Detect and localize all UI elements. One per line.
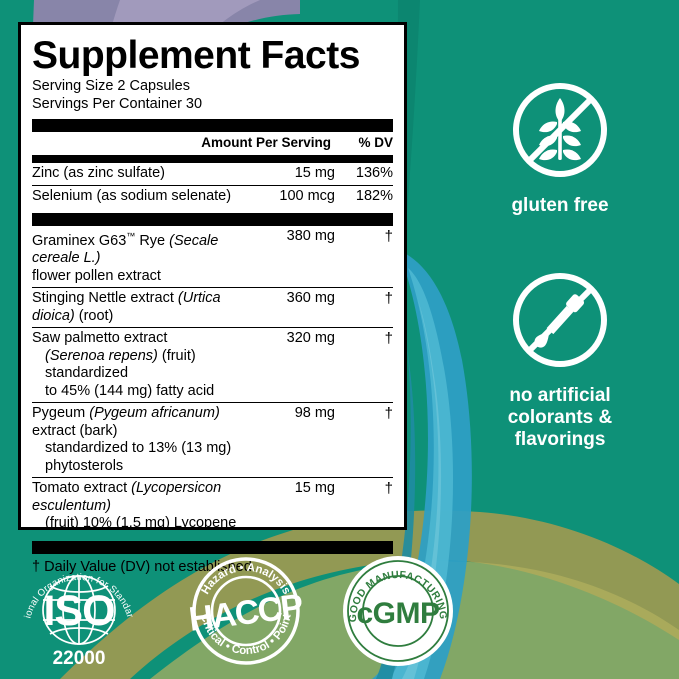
cgmp-inner-ring xyxy=(362,575,434,647)
no-wheat-icon xyxy=(513,83,607,177)
badge-gluten-free: gluten free xyxy=(455,78,665,217)
nutrient-name: Tomato extract (Lycopersicon esculentum)… xyxy=(32,480,237,532)
nutrient-amount: 100 mcg xyxy=(279,187,335,204)
table-row: Saw palmetto extract (Serenoa repens) (fr… xyxy=(32,328,393,402)
nutrient-name: Saw palmetto extract (Serenoa repens) (fr… xyxy=(32,330,215,399)
haccp-inner-ring xyxy=(210,575,282,647)
haccp-outer-ring xyxy=(192,557,300,665)
nutrient-name: Graminex G63™ Rye (Secale cereale L.) flo… xyxy=(32,231,219,284)
cgmp-disc xyxy=(343,556,453,666)
nutrient-name: Pygeum (Pygeum africanum) extract (bark)… xyxy=(32,405,232,474)
nutrient-amount: 15 mg xyxy=(294,165,335,181)
table-row: Zinc (as zinc sulfate) 15 mg 136% xyxy=(32,163,393,185)
table-row: Tomato extract (Lycopersicon esculentum)… xyxy=(32,478,393,535)
nutrient-amount: 320 mg xyxy=(286,330,335,347)
nutrient-daily-value: 182% xyxy=(355,187,393,204)
nutrient-name: Stinging Nettle extract (Urtica dioica) … xyxy=(32,290,221,324)
seal-haccp: Hazard • Analysis Critical • Control • P… xyxy=(187,557,305,665)
nutrient-rows-vitamins: Zinc (as zinc sulfate) 15 mg 136% Selenium … xyxy=(32,163,393,207)
nutrient-amount: 98 mg xyxy=(294,405,335,422)
row-divider xyxy=(32,184,393,186)
column-header-daily-value: % DV xyxy=(358,135,393,150)
nutrient-rows-botanicals: Graminex G63™ Rye (Secale cereale L.) flo… xyxy=(32,226,393,535)
globe-icon xyxy=(42,575,116,645)
badge-no-artificial-colorants: no artificial colorants & flavorings xyxy=(455,268,665,451)
nutrient-daily-value: † xyxy=(384,405,393,423)
table-row: Selenium (as sodium selenate) 100 mcg 182% xyxy=(32,186,393,208)
supplement-facts-panel: Supplement Facts Serving Size 2 Capsules… xyxy=(18,22,407,575)
rule-thick-top xyxy=(32,119,393,132)
serving-size: Serving Size 2 Capsules xyxy=(32,78,190,94)
table-column-headers: Amount Per Serving % DV xyxy=(32,132,393,153)
seal-iso-22000: International Organization for Standardi… xyxy=(14,548,135,669)
nutrient-daily-value: † xyxy=(384,480,393,498)
seal-iso-sub-text: 22000 xyxy=(53,648,106,669)
table-row: Graminex G63™ Rye (Secale cereale L.) flo… xyxy=(32,226,393,287)
table-row: Stinging Nettle extract (Urtica dioica) … xyxy=(32,288,393,327)
badge-gluten-free-label: gluten free xyxy=(511,195,609,216)
daily-value-footnote: † Daily Value (DV) not established. xyxy=(32,558,256,575)
nutrient-daily-value: † xyxy=(384,330,393,348)
seal-cgmp: CURRENT GOOD MANUFACTURING PRACTICE cGMP xyxy=(326,550,453,666)
rule-thick-bottom xyxy=(32,540,393,554)
row-divider xyxy=(32,287,393,289)
row-divider xyxy=(32,477,393,479)
page-title: Supplement Facts xyxy=(32,34,360,77)
no-dropper-icon xyxy=(513,273,607,367)
row-divider xyxy=(32,327,393,329)
rule-thick-mid xyxy=(32,213,393,226)
nutrient-name: Zinc (as zinc sulfate) xyxy=(32,165,165,181)
olive-swoosh xyxy=(60,510,679,679)
nutrient-amount: 15 mg xyxy=(294,480,335,497)
nutrient-amount: 380 mg xyxy=(286,228,335,244)
seal-iso-main-text: ISO xyxy=(43,587,114,635)
nutrient-amount: 360 mg xyxy=(286,290,335,307)
nutrient-daily-value: † xyxy=(384,228,393,245)
nutrient-daily-value: 136% xyxy=(355,165,393,181)
table-row: Pygeum (Pygeum africanum) extract (bark)… xyxy=(32,403,393,477)
nutrient-name: Selenium (as sodium selenate) xyxy=(32,187,232,204)
badge-no-artificial-colorants-label: no artificial colorants & flavorings xyxy=(507,385,613,450)
servings-per-container: Servings Per Container 30 xyxy=(32,95,203,112)
rule-medium xyxy=(32,155,393,163)
seal-cgmp-main-text: cGMP xyxy=(356,597,439,630)
nutrient-daily-value: † xyxy=(384,290,393,308)
cgmp-outer-ring xyxy=(347,560,449,662)
column-header-amount: Amount Per Serving xyxy=(201,135,331,150)
row-divider xyxy=(32,402,393,404)
